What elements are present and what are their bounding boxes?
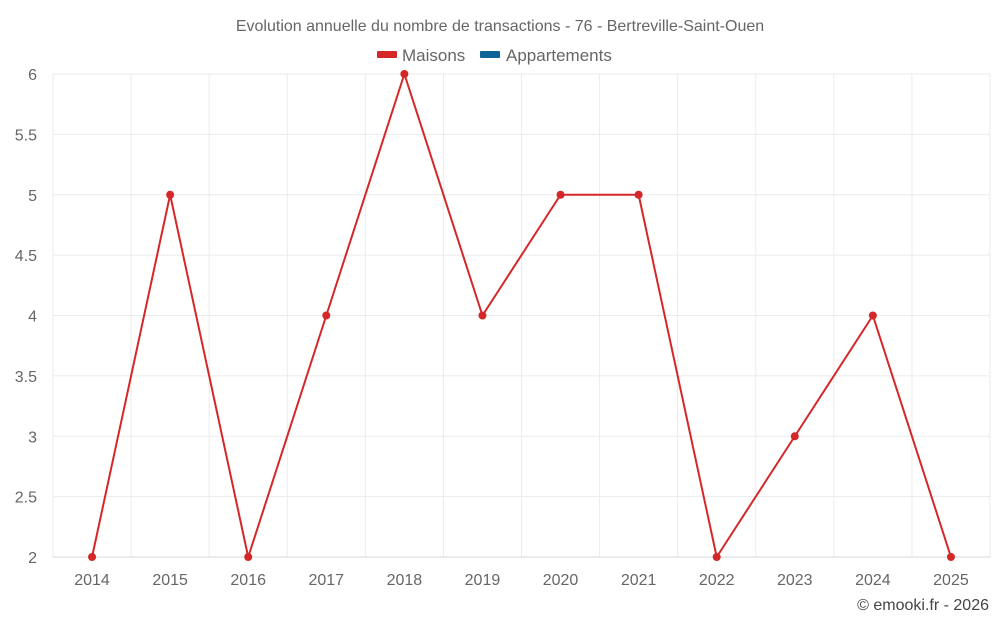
y-tick-label: 6 (28, 67, 37, 84)
data-point-maisons-2020[interactable] (556, 190, 565, 199)
credit-text: © emooki.fr - 2026 (857, 597, 989, 614)
grid (52, 73, 991, 557)
legend-swatch-maisons (377, 51, 397, 58)
x-tick-label: 2020 (543, 572, 579, 589)
x-tick-label: 2025 (933, 572, 969, 589)
data-point-maisons-2025[interactable] (946, 553, 955, 561)
x-axis-labels: 2014 2015 2016 2017 2018 2019 2020 2021 2022 2023… (74, 572, 969, 589)
data-point-maisons-2016[interactable] (244, 553, 253, 561)
x-tick-label: 2022 (699, 572, 735, 589)
y-axis-labels: 2 2.5 3 3.5 4 4.5 5 5.5 6 (15, 67, 37, 567)
x-tick-label: 2014 (74, 572, 110, 589)
legend-item-appartements[interactable]: Appartements (480, 46, 612, 65)
legend-swatch-appartements (480, 51, 500, 58)
data-point-maisons-2015[interactable] (166, 190, 175, 199)
y-tick-label: 2 (28, 550, 37, 567)
x-tick-label: 2016 (230, 572, 266, 589)
x-tick-label: 2017 (308, 572, 344, 589)
data-point-maisons-2021[interactable] (634, 190, 643, 199)
data-point-maisons-2024[interactable] (868, 311, 877, 320)
data-point-maisons-2014[interactable] (88, 553, 97, 561)
legend: Maisons Appartements (377, 46, 612, 65)
x-tick-label: 2019 (465, 572, 501, 589)
y-tick-label: 2.5 (15, 490, 37, 507)
y-tick-label: 5.5 (15, 127, 37, 144)
x-tick-label: 2015 (152, 572, 188, 589)
chart-title: Evolution annuelle du nombre de transact… (236, 18, 764, 35)
series-group (88, 70, 955, 561)
legend-label-maisons: Maisons (402, 46, 465, 65)
y-tick-label: 4.5 (15, 248, 37, 265)
x-tick-label: 2024 (855, 572, 891, 589)
x-tick-label: 2018 (387, 572, 423, 589)
x-tick-label: 2023 (777, 572, 813, 589)
x-tick-label: 2021 (621, 572, 657, 589)
data-point-maisons-2019[interactable] (478, 311, 487, 320)
legend-item-maisons[interactable]: Maisons (377, 46, 465, 65)
legend-label-appartements: Appartements (506, 46, 612, 65)
data-point-maisons-2023[interactable] (790, 432, 799, 441)
data-point-maisons-2017[interactable] (322, 311, 331, 320)
y-tick-label: 3 (28, 429, 37, 446)
y-tick-label: 4 (28, 309, 37, 326)
series-line-maisons (91, 73, 952, 558)
data-point-maisons-2018[interactable] (400, 70, 409, 78)
y-tick-label: 5 (28, 188, 37, 205)
y-tick-label: 3.5 (15, 369, 37, 386)
data-point-maisons-2022[interactable] (712, 553, 721, 561)
